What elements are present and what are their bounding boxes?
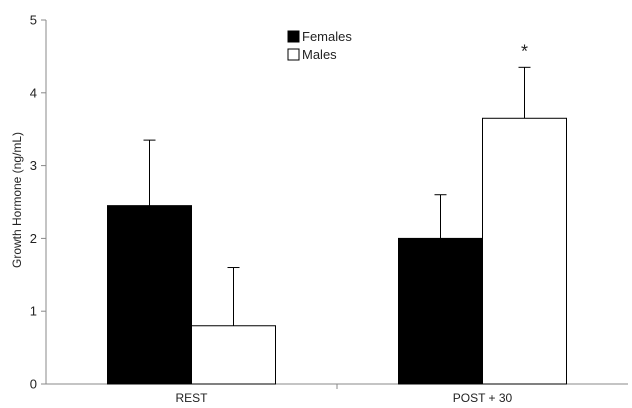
legend-swatch-males — [287, 48, 300, 61]
category-label-1: POST + 30 — [453, 391, 513, 405]
legend-label-males: Males — [302, 47, 337, 62]
legend-swatch-females — [287, 30, 300, 43]
y-tick-label-2: 2 — [30, 231, 37, 246]
category-labels: REST POST + 30 — [175, 391, 512, 405]
error-bars — [143, 66, 531, 326]
bar-females-0 — [107, 205, 192, 385]
bar-males-1 — [482, 117, 567, 385]
y-tick-label-5: 5 — [30, 13, 37, 28]
y-tick-label-0: 0 — [30, 377, 37, 392]
y-axis-label: Growth Hormone (ng/mL) — [10, 132, 24, 268]
bar-males-0 — [191, 325, 276, 385]
y-axis-ticks: 0 1 2 3 4 5 — [30, 13, 46, 392]
bar-females-1 — [398, 237, 483, 385]
significance-marker-0: * — [521, 41, 528, 61]
bars — [107, 117, 567, 385]
annotations: * — [521, 41, 528, 61]
y-tick-label-3: 3 — [30, 158, 37, 173]
y-tick-label-4: 4 — [30, 85, 37, 100]
legend-label-females: Females — [302, 29, 352, 44]
category-label-0: REST — [175, 391, 208, 405]
legend: Females Males — [287, 29, 352, 62]
y-tick-label-1: 1 — [30, 304, 37, 319]
